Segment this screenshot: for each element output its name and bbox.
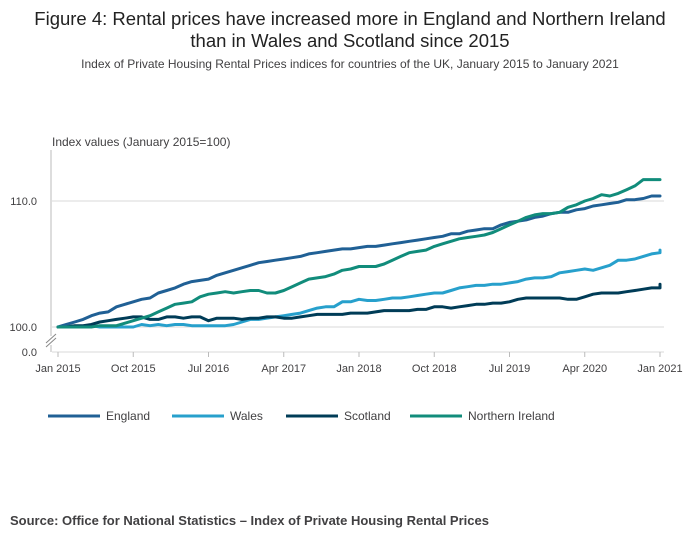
- x-tick-label: Jul 2016: [188, 363, 230, 375]
- x-tick-label: Apr 2017: [261, 363, 306, 375]
- x-tick-label: Jul 2019: [489, 363, 531, 375]
- series-lines: [56, 178, 662, 329]
- source-note: Source: Office for National Statistics –…: [10, 513, 489, 528]
- y-tick-label: 100.0: [9, 322, 37, 334]
- y-tick-label: 0.0: [22, 347, 37, 359]
- legend-label: Northern Ireland: [468, 409, 555, 423]
- x-tick-label: Jan 2015: [35, 363, 80, 375]
- legend-label: England: [106, 409, 150, 423]
- grid-lines: [52, 200, 664, 353]
- axis-break-mark: [45, 337, 57, 348]
- axes: 0.0 100.0 110.0 Index values (January 2015=…: [9, 135, 682, 375]
- x-tick-label: Jan 2021: [637, 363, 682, 375]
- x-tick-label: Apr 2020: [562, 363, 607, 375]
- series-line-england: [56, 194, 662, 329]
- legend-label: Wales: [230, 409, 263, 423]
- x-tick-label: Oct 2015: [111, 363, 156, 375]
- x-tick-label: Oct 2018: [412, 363, 457, 375]
- x-tick-label: Jan 2018: [336, 363, 381, 375]
- axis-break-mark: [45, 333, 57, 344]
- legend: England Wales Scotland Northern Ireland: [48, 409, 555, 423]
- y-axis-title: Index values (January 2015=100): [52, 135, 230, 149]
- chart-title: Figure 4: Rental prices have increased m…: [34, 8, 666, 51]
- series-line-wales: [56, 248, 662, 329]
- series-line-northern-ireland: [56, 178, 662, 329]
- series-line-scotland: [56, 282, 662, 329]
- legend-label: Scotland: [344, 409, 391, 423]
- y-tick-label: 110.0: [10, 196, 37, 208]
- chart-subtitle: Index of Private Housing Rental Prices i…: [81, 57, 619, 71]
